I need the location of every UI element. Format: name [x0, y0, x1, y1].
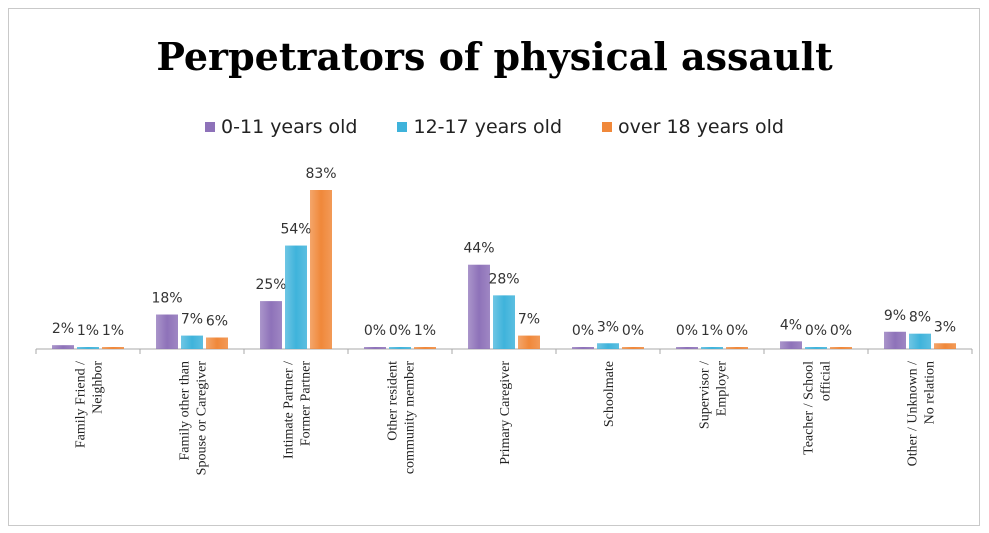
bar-series-1-cat-1: [52, 345, 74, 349]
legend-swatch: [205, 122, 216, 132]
bar-series-2-cat-7: [701, 347, 723, 349]
data-label: 1%: [701, 323, 723, 339]
data-label: 18%: [151, 291, 182, 307]
data-label: 0%: [726, 323, 748, 339]
data-label: 25%: [255, 277, 286, 293]
data-label: 0%: [805, 323, 827, 339]
bar-series-1-cat-3: [260, 301, 282, 349]
legend-item-3: over 18 years old: [602, 116, 784, 138]
category-label: Primary Caregiver: [498, 361, 513, 465]
bar-series-2-cat-9: [909, 333, 931, 349]
data-label: 4%: [780, 317, 802, 333]
legend-label: 0-11 years old: [221, 116, 358, 138]
legend-item-2: 12-17 years old: [397, 116, 562, 138]
bar-series-1-cat-4: [364, 347, 386, 349]
bar-series-1-cat-5: [468, 264, 490, 349]
bar-series-3-cat-2: [206, 337, 228, 349]
bar-series-3-cat-7: [726, 347, 748, 349]
category-label: Family Friend / Neighbor: [74, 361, 106, 448]
category-label: Teacher / School official: [802, 361, 834, 455]
bar-series-1-cat-9: [884, 331, 906, 349]
bar-series-3-cat-9: [934, 343, 956, 349]
data-label: 44%: [463, 241, 494, 257]
legend-swatch: [602, 122, 613, 132]
category-label: Family other than Spouse or Caregiver: [178, 361, 210, 476]
data-label: 9%: [884, 308, 906, 324]
bar-series-1-cat-2: [156, 314, 178, 349]
bar-series-3-cat-4: [414, 347, 436, 349]
bar-series-3-cat-8: [830, 347, 852, 349]
data-label: 0%: [389, 323, 411, 339]
category-label: Intimate Partner / Former Partner: [282, 361, 314, 459]
data-label: 3%: [934, 319, 956, 335]
legend-label: 12-17 years old: [413, 116, 563, 138]
data-label: 0%: [572, 323, 594, 339]
data-label: 1%: [414, 323, 436, 339]
data-label: 83%: [305, 166, 336, 182]
bar-series-2-cat-6: [597, 343, 619, 349]
data-label: 7%: [518, 312, 540, 328]
category-label: Other resident community member: [386, 361, 418, 474]
bar-series-3-cat-6: [622, 347, 644, 349]
bar-series-1-cat-6: [572, 347, 594, 349]
bar-series-2-cat-4: [389, 347, 411, 349]
data-label: 6%: [206, 314, 228, 330]
legend-label: over 18 years old: [618, 116, 784, 138]
data-label: 0%: [830, 323, 852, 339]
data-label: 2%: [52, 321, 74, 337]
data-label: 8%: [909, 310, 931, 326]
bar-series-3-cat-5: [518, 335, 540, 349]
legend-item-1: 0-11 years old: [205, 116, 357, 138]
bar-series-2-cat-2: [181, 335, 203, 349]
data-label: 3%: [597, 319, 619, 335]
bar-series-1-cat-8: [780, 341, 802, 349]
data-label: 0%: [364, 323, 386, 339]
chart-title: Perpetrators of physical assault: [156, 34, 833, 79]
data-label: 1%: [102, 323, 124, 339]
legend-swatch: [397, 122, 408, 132]
bar-series-2-cat-8: [805, 347, 827, 349]
data-label: 0%: [676, 323, 698, 339]
category-label: Other / Unknown / No relation: [906, 361, 938, 466]
data-label: 28%: [488, 271, 519, 287]
category-label: Schoolmate: [602, 361, 617, 427]
bar-series-2-cat-3: [285, 245, 307, 349]
bar-series-3-cat-1: [102, 347, 124, 349]
data-label: 1%: [77, 323, 99, 339]
chart-legend: 0-11 years old 12-17 years old over 18 yea…: [0, 116, 989, 138]
bar-series-3-cat-3: [310, 190, 332, 349]
bar-series-2-cat-1: [77, 347, 99, 349]
data-label: 0%: [622, 323, 644, 339]
data-label: 54%: [280, 222, 311, 238]
category-label: Supervisor / Employer: [698, 361, 730, 429]
chart-frame: [8, 8, 980, 526]
data-label: 7%: [181, 312, 203, 328]
bar-series-1-cat-7: [676, 347, 698, 349]
bar-series-2-cat-5: [493, 295, 515, 349]
